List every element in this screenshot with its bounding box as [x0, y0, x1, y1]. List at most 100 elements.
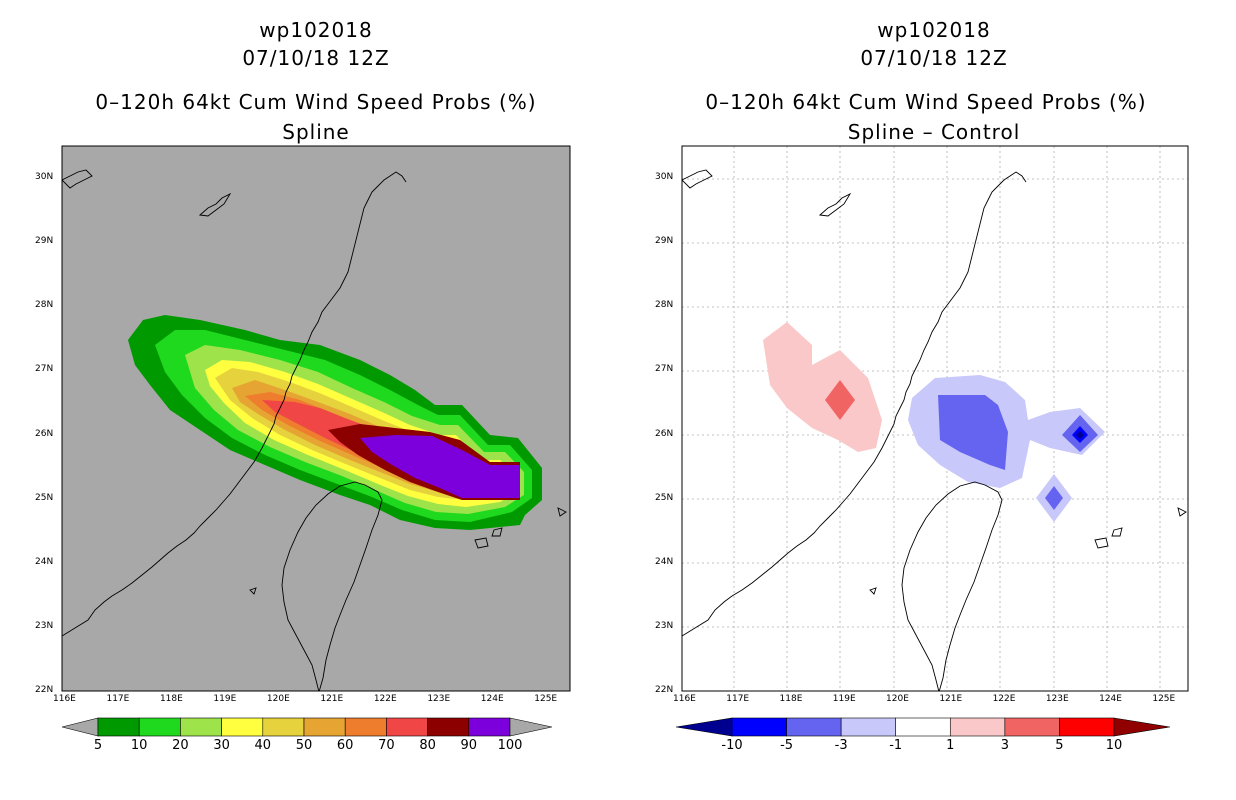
right-colorbar-label: -1 — [889, 738, 903, 753]
right-colorbar-segment — [895, 717, 951, 737]
left-xtick-118E: 118E — [159, 694, 183, 704]
right-colorbar-high-arrow — [1113, 717, 1171, 737]
right-xtick-124E: 124E — [1099, 694, 1122, 704]
right-product-title: 0–120h 64kt Cum Wind Speed Probs (%) — [705, 90, 1147, 114]
left-xtick-116E: 116E — [53, 694, 76, 704]
right-ytick-22N: 22N — [655, 685, 674, 695]
left-colorbar-label: 100 — [497, 738, 523, 753]
left-colorbar-segment — [97, 717, 140, 737]
diff-pos-1-3 — [763, 322, 882, 452]
left-map-frame — [61, 145, 571, 692]
right-ytick-23N: 23N — [655, 620, 674, 631]
right-colorbar-segment — [1059, 717, 1115, 737]
left-xtick-117E: 117E — [106, 694, 130, 704]
left-colorbar-label: 90 — [460, 738, 478, 753]
left-xtick-125E: 125E — [534, 694, 558, 704]
left-xtick-121E: 121E — [320, 694, 344, 704]
right-ytick-24N: 24N — [655, 556, 674, 567]
left-colorbar-label: 50 — [295, 738, 313, 753]
left-colorbar-under-arrow — [61, 717, 99, 737]
left-colorbar-segment — [344, 717, 387, 737]
diff-neg-3-5 — [938, 395, 1008, 470]
diff-neg-3-5c — [1045, 486, 1063, 510]
right-difference-contours — [682, 169, 1187, 691]
left-xtick-123E: 123E — [427, 694, 451, 704]
left-colorbar-label: 10 — [130, 738, 148, 753]
right-colorbar-label: 5 — [1055, 738, 1064, 753]
right-xtick-123E: 123E — [1045, 694, 1069, 704]
right-colorbar-label: -10 — [721, 738, 743, 753]
left-map — [61, 145, 571, 692]
left-colorbar-label: 30 — [213, 738, 230, 753]
left-colorbar-segment — [180, 717, 222, 737]
left-colorbar-segment — [138, 717, 181, 737]
left-colorbar-segment — [427, 717, 470, 737]
left-ytick-29N: 29N — [35, 236, 54, 247]
left-colorbar — [61, 717, 553, 737]
left-probability-contours — [62, 169, 567, 691]
left-product-title: 0–120h 64kt Cum Wind Speed Probs (%) — [95, 90, 537, 114]
left-colorbar-label: 70 — [378, 738, 395, 753]
right-storm-id: wp102018 — [877, 18, 991, 42]
right-colorbar-label: 10 — [1105, 738, 1123, 753]
right-map — [681, 145, 1189, 692]
right-colorbar-segment — [1004, 717, 1060, 737]
right-xtick-117E: 117E — [726, 694, 750, 704]
right-xtick-125E: 125E — [1152, 694, 1176, 704]
left-colorbar-segment — [468, 717, 511, 737]
left-colorbar-label: 60 — [336, 738, 354, 753]
right-ytick-27N: 27N — [655, 364, 674, 375]
left-ytick-24N: 24N — [35, 556, 54, 567]
right-colorbar-segment — [949, 717, 1006, 737]
left-ytick-25N: 25N — [35, 492, 54, 503]
right-ytick-30N: 30N — [655, 172, 674, 183]
left-colorbar-label: 80 — [419, 738, 436, 753]
right-xtick-121E: 121E — [939, 694, 963, 704]
right-colorbar-segment — [840, 717, 897, 737]
left-ytick-28N: 28N — [35, 300, 54, 311]
right-colorbar-label: -5 — [780, 738, 794, 753]
right-xtick-120E: 120E — [886, 694, 909, 704]
right-map-frame — [681, 145, 1189, 692]
right-colorbar-segment — [731, 717, 787, 737]
left-colorbar-segment — [303, 717, 346, 737]
left-subtitle: Spline — [282, 120, 350, 144]
left-colorbar-segment — [386, 717, 428, 737]
left-xtick-119E: 119E — [213, 694, 237, 704]
right-colorbar-segment — [786, 717, 842, 737]
right-colorbar-low-arrow — [675, 717, 733, 737]
right-ytick-28N: 28N — [655, 300, 674, 311]
left-ytick-22N: 22N — [35, 685, 54, 695]
right-datetime: 07/10/18 12Z — [860, 46, 1008, 70]
right-subtitle: Spline – Control — [847, 120, 1021, 144]
left-datetime: 07/10/18 12Z — [242, 46, 390, 70]
left-storm-id: wp102018 — [259, 18, 373, 42]
left-xtick-122E: 122E — [373, 694, 397, 704]
right-ytick-26N: 26N — [655, 428, 674, 439]
left-colorbar-label: 20 — [172, 738, 189, 753]
left-xtick-120E: 120E — [266, 694, 290, 704]
right-gridlines — [682, 146, 1188, 691]
right-xtick-122E: 122E — [992, 694, 1016, 704]
left-colorbar-segment — [221, 717, 264, 737]
left-ytick-23N: 23N — [35, 620, 54, 631]
right-xtick-118E: 118E — [779, 694, 803, 704]
left-ytick-26N: 26N — [35, 428, 54, 439]
left-colorbar-segment — [262, 717, 305, 737]
right-xtick-116E: 116E — [673, 694, 696, 704]
left-ytick-27N: 27N — [35, 364, 54, 375]
right-ytick-25N: 25N — [655, 492, 674, 503]
left-xtick-124E: 124E — [480, 694, 504, 704]
right-colorbar-label: -3 — [834, 738, 848, 753]
right-colorbar — [675, 717, 1171, 737]
right-colorbar-label: 3 — [1000, 738, 1009, 753]
diff-neg-lt-10 — [1076, 431, 1084, 439]
right-xtick-119E: 119E — [832, 694, 856, 704]
diff-pos-3-5 — [825, 380, 855, 420]
right-colorbar-label: 1 — [946, 738, 955, 753]
left-colorbar-over-arrow — [509, 717, 553, 737]
right-ytick-29N: 29N — [655, 236, 674, 247]
left-colorbar-label: 5 — [93, 738, 103, 753]
left-ytick-30N: 30N — [35, 172, 54, 183]
